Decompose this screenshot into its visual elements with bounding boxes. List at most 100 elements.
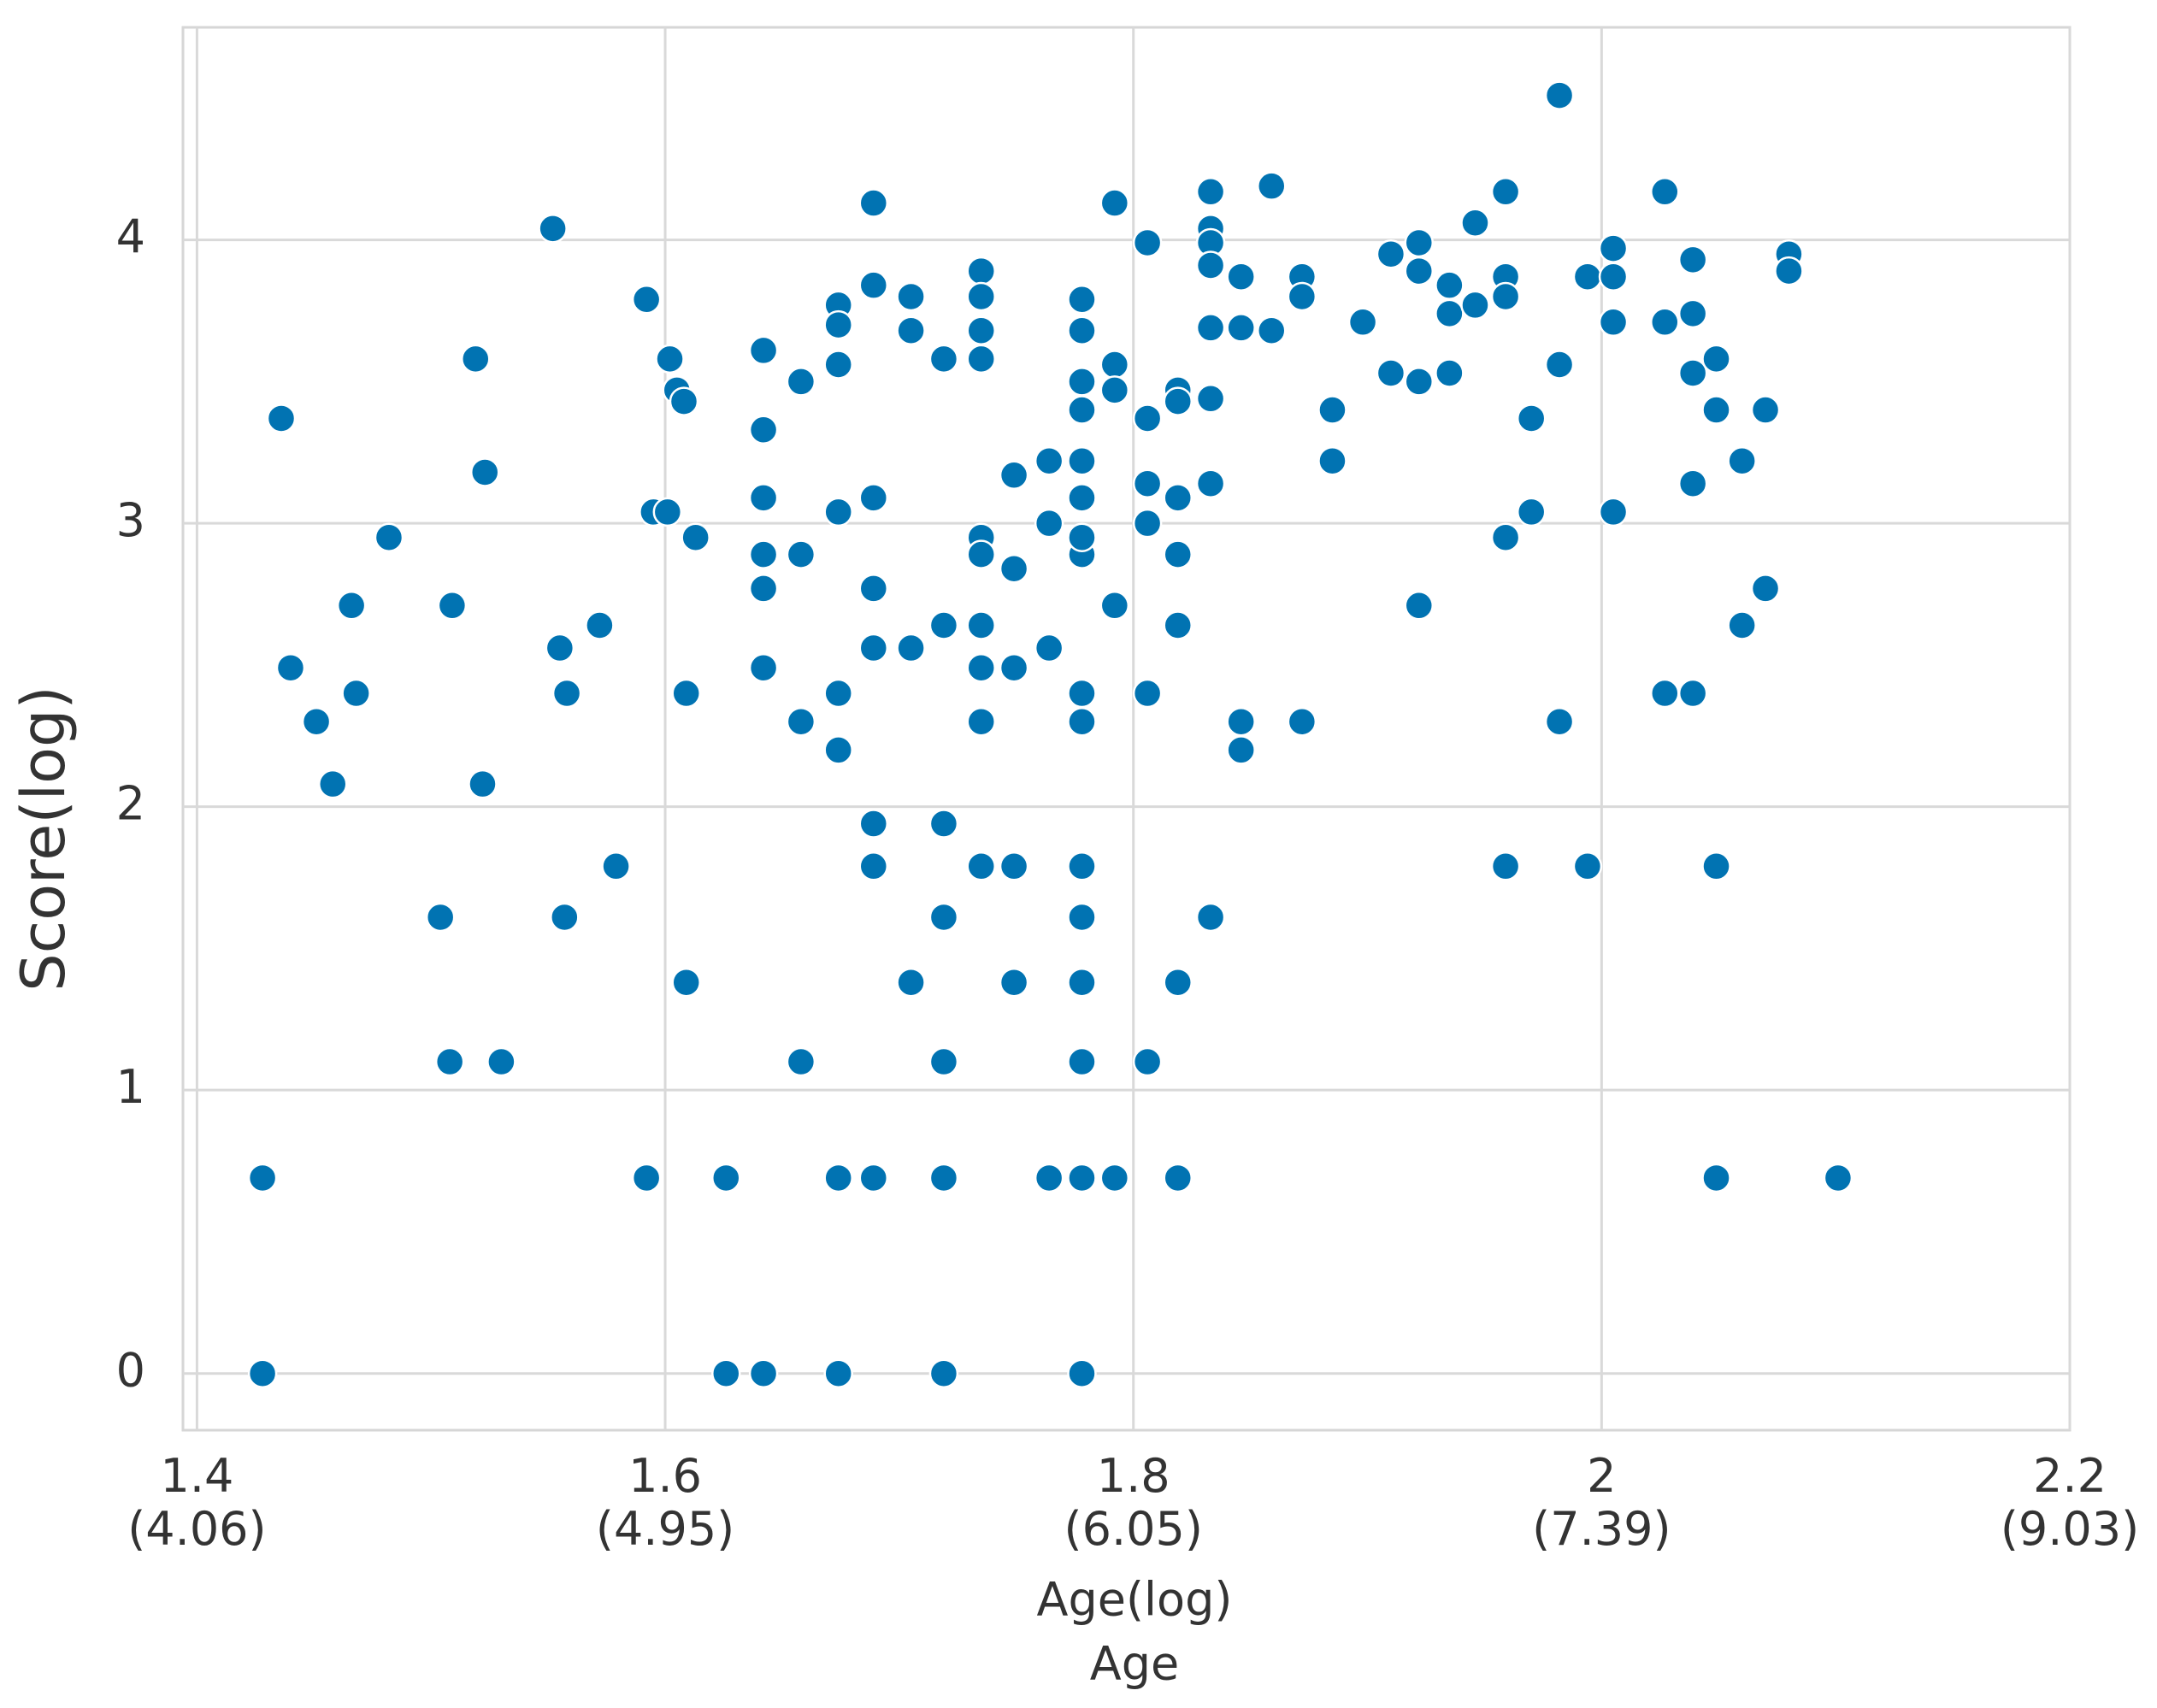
point (1163, 610, 1193, 640)
point (1067, 395, 1097, 425)
point (1490, 851, 1521, 881)
point (301, 706, 332, 737)
point (1435, 358, 1465, 388)
point (823, 678, 853, 709)
point (966, 652, 996, 683)
point (1823, 1163, 1853, 1193)
point (336, 591, 367, 621)
point (1677, 358, 1708, 388)
point (545, 633, 575, 663)
y-tick-label: 3 (116, 493, 145, 547)
point (1544, 80, 1575, 110)
point (469, 457, 500, 487)
x-tick-label: 2 (7.39) (1532, 1449, 1671, 1556)
point (1132, 508, 1163, 539)
point (1163, 1163, 1193, 1193)
point (1067, 483, 1097, 513)
point (1163, 967, 1193, 998)
y-tick-label: 0 (116, 1343, 145, 1397)
point (1404, 256, 1435, 286)
point (711, 1163, 741, 1193)
point (1034, 633, 1064, 663)
point (1099, 350, 1130, 380)
point (585, 610, 615, 640)
point (1034, 508, 1064, 539)
point (1544, 350, 1575, 380)
point (1317, 395, 1347, 425)
point (468, 769, 498, 799)
point (1598, 262, 1629, 292)
point (1677, 244, 1708, 275)
point (1067, 851, 1097, 881)
point (823, 1358, 853, 1388)
point (1490, 281, 1521, 312)
point (1460, 290, 1490, 321)
point (550, 902, 580, 933)
point (1317, 445, 1347, 476)
point (1650, 307, 1680, 338)
point (434, 1046, 465, 1077)
point (247, 1358, 278, 1388)
point (1677, 678, 1708, 709)
x-tick-label: 1.6 (4.95) (596, 1449, 734, 1556)
point (1727, 610, 1757, 640)
point (374, 522, 404, 552)
point (631, 285, 662, 315)
y-tick-label: 1 (116, 1060, 145, 1114)
point (1404, 227, 1435, 258)
point (858, 1163, 889, 1193)
point (896, 315, 926, 345)
point (748, 652, 779, 683)
point (1727, 445, 1757, 476)
x-axis-title: Age(log) (1037, 1573, 1233, 1627)
point (275, 652, 306, 683)
point (1544, 706, 1575, 737)
point (538, 214, 568, 244)
point (601, 851, 631, 881)
point (1163, 386, 1193, 416)
point (896, 281, 926, 312)
point (1650, 678, 1680, 709)
point (1435, 298, 1465, 329)
point (1650, 177, 1680, 207)
point (1404, 591, 1435, 621)
point (1195, 468, 1226, 498)
point (1598, 497, 1629, 527)
point (1067, 1046, 1097, 1077)
point (1034, 445, 1064, 476)
point (1404, 367, 1435, 397)
point (1516, 497, 1547, 527)
point (823, 350, 853, 380)
point (1226, 262, 1256, 292)
point (928, 344, 959, 374)
points (247, 80, 1853, 1388)
point (1460, 208, 1490, 238)
labels: 0 1 2 3 4 1.4 (4.06) 1.6 (4.95) 1.8 (6.05) 2 (7.39) 2… (116, 209, 2140, 1556)
point (748, 574, 779, 604)
point (341, 678, 371, 709)
point (461, 344, 491, 374)
point (1067, 285, 1097, 315)
point (1195, 177, 1226, 207)
point (858, 574, 889, 604)
plot-area (181, 26, 2072, 1432)
point (786, 539, 816, 569)
point (999, 652, 1029, 683)
point (928, 1358, 959, 1388)
point (1226, 706, 1256, 737)
point (786, 706, 816, 737)
point (671, 678, 701, 709)
point (1435, 270, 1465, 300)
point (928, 1046, 959, 1077)
y-tick-label: 2 (116, 776, 145, 830)
point (1034, 1163, 1064, 1193)
point (748, 1358, 779, 1388)
point (655, 344, 685, 374)
point (1099, 1163, 1130, 1193)
point (1132, 468, 1163, 498)
point (1701, 851, 1731, 881)
point (1701, 395, 1731, 425)
point (999, 967, 1029, 998)
point (748, 539, 779, 569)
